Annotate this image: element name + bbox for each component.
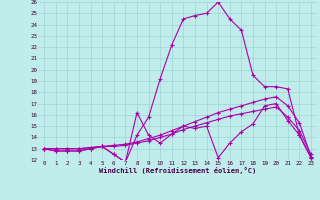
X-axis label: Windchill (Refroidissement éolien,°C): Windchill (Refroidissement éolien,°C) (99, 167, 256, 174)
